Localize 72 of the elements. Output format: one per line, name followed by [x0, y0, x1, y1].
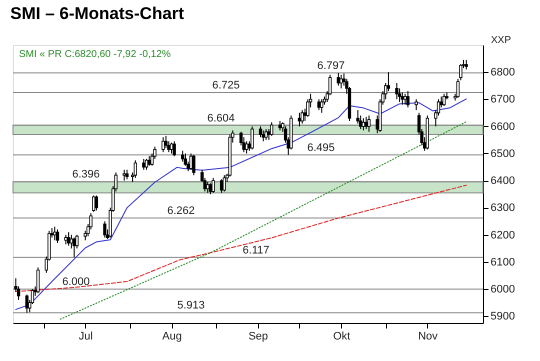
y-tick-label: 6000: [490, 284, 515, 296]
ref-line-label: 6.604: [207, 112, 235, 124]
ref-line-label: 6.000: [62, 276, 90, 288]
candlestick: [222, 174, 226, 192]
x-tick-label: Jul: [78, 330, 93, 342]
candlestick: [340, 74, 343, 89]
y-tick-label: 5900: [490, 310, 515, 323]
candlestick: [103, 220, 106, 238]
candlestick: [262, 130, 265, 142]
candlestick: [36, 266, 40, 294]
line-series: [15, 98, 467, 310]
y-tick-label: 6200: [490, 229, 515, 242]
candlestick: [56, 228, 60, 244]
candlestick: [442, 93, 446, 107]
candlestick: [406, 90, 410, 108]
x-tick-label: Aug: [162, 330, 182, 342]
ref-line-label: 6.396: [72, 168, 100, 181]
candlestick: [67, 232, 70, 246]
text: XXP: [491, 35, 512, 46]
candlestick: [220, 178, 224, 194]
candlestick: [414, 98, 418, 111]
candlestick: [172, 140, 176, 157]
chart-title: SMI – 6-Monats-Chart: [10, 4, 184, 23]
candlestick: [386, 72, 390, 92]
y-tick-label: 6400: [490, 175, 515, 188]
candlestick: [142, 158, 146, 170]
x-tick-label: Sep: [248, 330, 268, 342]
candlestick: [364, 116, 368, 130]
x-tick-label: Nov: [418, 330, 438, 342]
candlestick: [258, 126, 262, 138]
y-tick-label: 6100: [490, 256, 515, 268]
candlestick: [206, 181, 210, 194]
candlestick: [53, 226, 56, 241]
y-tick-label: 6500: [490, 148, 515, 160]
candlestick: [456, 78, 460, 98]
candlestick: [320, 98, 324, 114]
ref-line-label: 6.262: [167, 205, 195, 218]
candlestick: [464, 59, 468, 70]
candlestick: [264, 128, 268, 140]
ref-line-label: 6.495: [307, 142, 335, 154]
ref-line-label: 6.117: [242, 244, 270, 256]
x-tick-label: Okt: [333, 330, 350, 342]
candlestick: [122, 169, 126, 182]
candlestick: [134, 160, 137, 178]
y-tick-label: 6700: [490, 94, 515, 106]
candlestick: [148, 156, 151, 166]
candlestick: [245, 140, 248, 154]
candlestick: [162, 136, 165, 153]
candlestick: [395, 82, 398, 100]
annotation: SMI « PR C:6820,60 -7,92 -0,12%: [19, 49, 171, 60]
candlestick: [250, 126, 254, 150]
candlestick: [300, 110, 304, 124]
candlestick: [72, 237, 76, 258]
candlestick: [400, 92, 404, 106]
candlestick: [270, 122, 274, 136]
candlestick: [92, 195, 96, 212]
candlestick: [459, 63, 462, 81]
ref-line-label: 6.725: [212, 79, 240, 92]
y-tick-label: 6800: [490, 66, 515, 79]
candlestick: [404, 93, 407, 106]
candlestick: [64, 234, 68, 245]
candlestick: [367, 115, 371, 132]
ref-line-label: 6.797: [317, 60, 345, 72]
candlestick: [181, 150, 184, 162]
y-tick-label: 6600: [490, 120, 515, 133]
candlestick: [192, 154, 196, 176]
candlestick: [94, 195, 98, 211]
candlestick: [125, 169, 129, 180]
candlestick: [164, 135, 168, 149]
candlestick: [212, 177, 215, 194]
ref-line-label: 5.913: [177, 300, 205, 312]
y-tick-label: 6300: [490, 202, 515, 214]
